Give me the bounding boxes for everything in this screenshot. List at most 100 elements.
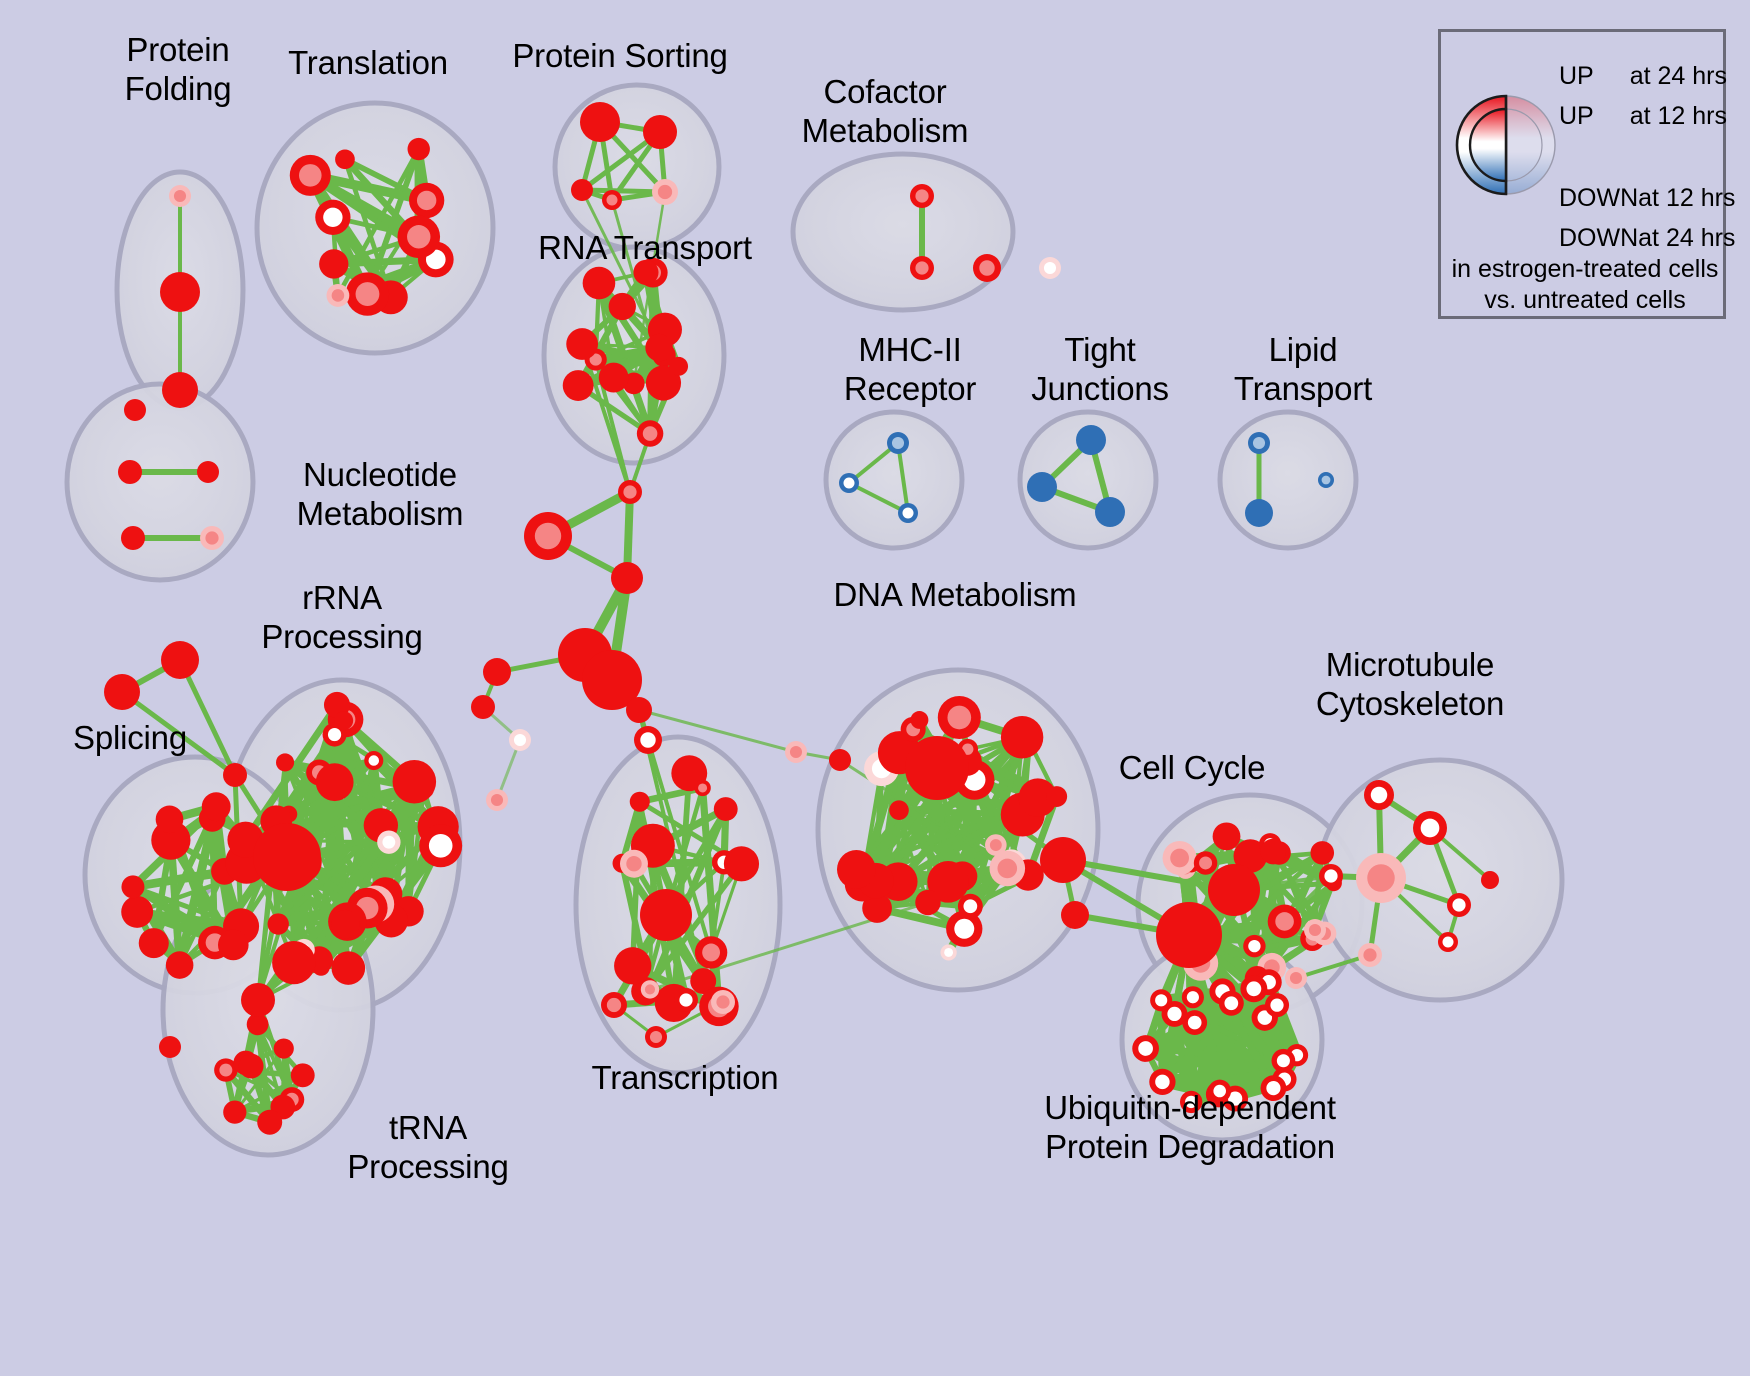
legend-row-up12: UP at 12 hrs: [1559, 96, 1727, 136]
network-node: [104, 674, 140, 710]
network-node: [238, 1053, 264, 1079]
node-outer-ring: [690, 968, 717, 994]
node-outer-ring: [272, 940, 316, 985]
network-node: [407, 137, 430, 161]
node-outer-ring: [905, 736, 969, 800]
cluster-hull-lipid-transport: [1217, 409, 1359, 551]
network-node: [471, 695, 495, 719]
node-outer-ring: [273, 1038, 294, 1059]
node-inner-core: [1187, 1015, 1202, 1030]
node-outer-ring: [138, 928, 169, 959]
node-inner-core: [947, 705, 972, 730]
network-node: [290, 1063, 315, 1088]
node-inner-core: [1276, 1054, 1290, 1068]
cluster-label-tight-junctions: Tight Junctions: [1031, 331, 1169, 407]
node-outer-ring: [104, 674, 140, 710]
network-node: [645, 365, 682, 401]
legend-value-up12: at 12 hrs: [1629, 102, 1727, 130]
network-node: [289, 154, 331, 196]
node-inner-core: [1257, 1010, 1273, 1025]
node-inner-core: [1363, 948, 1377, 962]
cluster-label-trna-processing: tRNA Processing: [347, 1109, 509, 1185]
node-inner-core: [1289, 971, 1303, 985]
legend-row-up24: UP at 24 hrs: [1559, 56, 1727, 96]
node-inner-core: [534, 522, 562, 550]
node-inner-core: [1185, 1095, 1198, 1109]
network-node: [486, 789, 508, 811]
node-inner-core: [623, 485, 637, 499]
legend-colorbar-icon: [1455, 94, 1556, 196]
network-node: [652, 179, 678, 205]
network-edge: [306, 173, 372, 297]
network-node: [1212, 822, 1241, 851]
network-node: [598, 362, 629, 393]
node-outer-ring: [580, 102, 620, 142]
node-inner-core: [1442, 936, 1454, 948]
node-outer-ring: [334, 711, 354, 731]
node-outer-ring: [161, 641, 199, 679]
node-inner-core: [1224, 996, 1239, 1011]
node-inner-core: [1367, 864, 1395, 892]
node-inner-core: [963, 899, 978, 914]
network-node: [905, 736, 969, 800]
cluster-hull-mhc-ii-receptor: [823, 409, 965, 551]
node-inner-core: [382, 835, 396, 849]
network-node: [601, 992, 627, 1018]
cluster-label-ubiquitin-degradation: Ubiquitin-dependent Protein Degradation: [1044, 1089, 1336, 1165]
node-outer-ring: [1233, 839, 1268, 873]
node-outer-ring: [562, 370, 594, 401]
node-inner-core: [626, 856, 642, 872]
network-node: [1150, 989, 1173, 1012]
network-node: [319, 249, 349, 279]
network-node: [253, 823, 321, 891]
network-node: [608, 292, 636, 321]
node-outer-ring: [626, 697, 652, 723]
legend-row-down12: DOWN at 12 hrs: [1559, 178, 1735, 218]
node-inner-core: [1170, 848, 1189, 868]
legend-spacer: [1559, 136, 1727, 178]
network-node: [669, 356, 689, 376]
network-node: [1208, 864, 1260, 916]
network-node: [200, 526, 224, 550]
node-outer-ring: [160, 272, 200, 312]
network-node: [619, 849, 648, 878]
node-outer-ring: [571, 179, 593, 201]
node-inner-core: [1167, 1006, 1182, 1022]
network-node: [910, 711, 929, 729]
network-edge: [896, 442, 910, 514]
cluster-label-cofactor-metabolism: Cofactor Metabolism: [801, 73, 969, 149]
node-outer-ring: [121, 875, 145, 899]
node-inner-core: [1321, 475, 1331, 485]
node-outer-ring: [1212, 822, 1241, 851]
network-node: [124, 399, 146, 421]
node-inner-core: [649, 1030, 663, 1044]
node-inner-core: [606, 194, 618, 206]
network-edge: [1062, 857, 1235, 893]
network-node: [335, 149, 355, 170]
network-node: [829, 749, 851, 771]
network-node: [1310, 841, 1335, 865]
node-inner-core: [173, 189, 187, 203]
node-outer-ring: [1018, 778, 1058, 817]
node-outer-ring: [645, 333, 673, 362]
network-node: [419, 824, 463, 868]
network-node: [633, 259, 659, 285]
legend-key-down12: DOWN: [1559, 184, 1639, 212]
network-node: [989, 850, 1026, 887]
network-node: [785, 741, 807, 763]
cluster-label-cell-cycle: Cell Cycle: [1118, 749, 1266, 786]
network-node: [272, 940, 316, 985]
node-outer-ring: [407, 137, 430, 161]
node-outer-ring: [241, 983, 275, 1017]
node-inner-core: [1138, 1041, 1153, 1056]
node-outer-ring: [640, 889, 692, 941]
node-inner-core: [1252, 436, 1266, 450]
cluster-label-nucleotide-metabolism: Nucleotide Metabolism: [296, 456, 464, 532]
network-node: [862, 893, 892, 923]
node-inner-core: [490, 793, 504, 807]
node-outer-ring: [1027, 472, 1057, 502]
network-node: [1271, 1048, 1296, 1073]
node-inner-core: [298, 164, 322, 187]
node-outer-ring: [836, 850, 876, 889]
